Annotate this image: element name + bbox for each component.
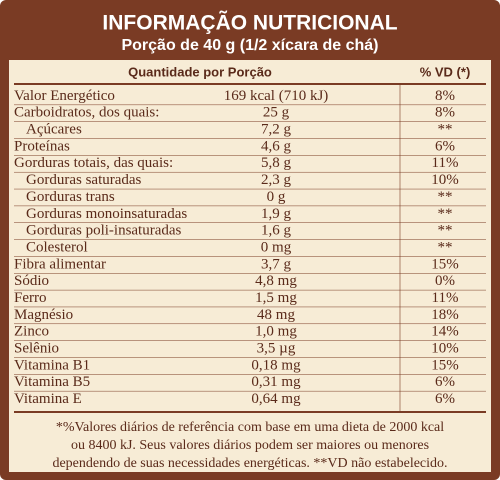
row-vd: ** bbox=[438, 239, 453, 255]
row-vd: 11% bbox=[432, 290, 459, 306]
row-vd: 10% bbox=[431, 340, 459, 356]
footnote: dependendo de suas necessidades energéti… bbox=[52, 456, 447, 471]
row-name: Carboidratos, dos quais: bbox=[14, 105, 159, 121]
row-amount: 2,3 g bbox=[261, 172, 292, 188]
row-name: Gorduras saturadas bbox=[26, 172, 142, 188]
row-vd: 11% bbox=[432, 155, 459, 171]
row-vd: 14% bbox=[431, 324, 459, 340]
row-amount: 1,0 mg bbox=[255, 324, 297, 340]
row-name: Vitamina B1 bbox=[14, 357, 90, 373]
column-header: % VD (*) bbox=[420, 64, 471, 79]
row-vd: 10% bbox=[431, 172, 459, 188]
row-amount: 0,31 mg bbox=[251, 374, 301, 390]
row-name: Sódio bbox=[14, 273, 49, 289]
row-vd: ** bbox=[438, 206, 453, 222]
row-name: Gorduras trans bbox=[26, 189, 115, 205]
row-vd: 15% bbox=[431, 256, 459, 272]
column-header: Quantidade por Porção bbox=[128, 64, 272, 79]
row-name: Vitamina E bbox=[14, 391, 82, 407]
row-name: Gorduras poli-insaturadas bbox=[26, 223, 182, 239]
row-amount: 1,5 mg bbox=[255, 290, 297, 306]
row-amount: 4,8 mg bbox=[255, 273, 297, 289]
row-amount: 169 kcal (710 kJ) bbox=[224, 88, 329, 104]
row-amount: 4,6 g bbox=[261, 138, 292, 154]
row-name: Zinco bbox=[14, 324, 49, 340]
row-name: Colesterol bbox=[26, 239, 88, 255]
row-vd: ** bbox=[438, 122, 453, 138]
row-amount: 0,18 mg bbox=[251, 357, 301, 373]
row-vd: 8% bbox=[435, 105, 455, 121]
row-amount: 0 g bbox=[267, 189, 286, 205]
row-name: Gorduras monoinsaturadas bbox=[26, 206, 187, 222]
row-vd: 18% bbox=[431, 307, 459, 323]
row-amount: 48 mg bbox=[257, 307, 295, 323]
row-vd: 0% bbox=[435, 273, 455, 289]
row-amount: 3,5 µg bbox=[257, 340, 296, 356]
row-amount: 0 mg bbox=[261, 239, 292, 255]
row-amount: 5,8 g bbox=[261, 155, 292, 171]
row-vd: 6% bbox=[435, 138, 455, 154]
row-vd: ** bbox=[438, 223, 453, 239]
row-amount: 0,64 mg bbox=[251, 391, 301, 407]
row-name: Fibra alimentar bbox=[14, 256, 106, 272]
row-name: Gorduras totais, das quais: bbox=[14, 155, 173, 171]
row-vd: 8% bbox=[435, 88, 455, 104]
row-name: Proteínas bbox=[14, 138, 70, 154]
row-vd: 15% bbox=[431, 357, 459, 373]
row-name: Ferro bbox=[14, 290, 47, 306]
footnote: ou 8400 kJ. Seus valores diários podem s… bbox=[71, 438, 429, 453]
row-name: Valor Energético bbox=[14, 88, 115, 104]
title: INFORMAÇÃO NUTRICIONAL bbox=[102, 12, 397, 35]
row-vd: ** bbox=[438, 189, 453, 205]
row-amount: 3,7 g bbox=[261, 256, 292, 272]
row-name: Vitamina B5 bbox=[14, 374, 90, 390]
panel bbox=[9, 60, 491, 472]
subtitle: Porção de 40 g (1/2 xícara de chá) bbox=[121, 37, 378, 54]
row-amount: 1,9 g bbox=[261, 206, 292, 222]
row-amount: 7,2 g bbox=[261, 122, 292, 138]
row-vd: 6% bbox=[435, 374, 455, 390]
row-amount: 25 g bbox=[263, 105, 290, 121]
row-name: Açúcares bbox=[26, 122, 82, 138]
row-name: Magnésio bbox=[14, 307, 73, 323]
row-name: Selênio bbox=[14, 340, 59, 356]
footnote: *%Valores diários de referência com base… bbox=[56, 420, 444, 435]
row-vd: 6% bbox=[435, 391, 455, 407]
row-amount: 1,6 g bbox=[261, 223, 292, 239]
